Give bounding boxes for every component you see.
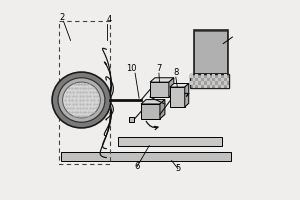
Text: 4: 4	[107, 15, 112, 24]
Bar	[201, 81, 204, 85]
Text: 6: 6	[134, 162, 140, 171]
Bar	[118, 137, 221, 146]
Text: 7: 7	[156, 64, 162, 73]
Polygon shape	[169, 78, 174, 97]
Bar	[150, 82, 169, 97]
Bar	[193, 78, 195, 81]
Bar	[195, 81, 198, 85]
Bar	[58, 21, 110, 164]
Text: 5: 5	[175, 164, 180, 173]
Bar	[218, 74, 221, 78]
Bar	[224, 74, 226, 78]
Bar	[129, 117, 134, 122]
Bar	[210, 78, 212, 81]
Bar	[198, 78, 201, 81]
Bar	[207, 81, 210, 85]
Bar	[204, 78, 207, 81]
Bar	[224, 81, 226, 85]
Bar	[61, 152, 231, 161]
Polygon shape	[185, 84, 189, 107]
Bar	[210, 85, 212, 88]
Polygon shape	[170, 84, 189, 87]
Bar	[218, 81, 221, 85]
Bar	[215, 85, 218, 88]
Bar	[207, 74, 210, 78]
Bar	[226, 85, 230, 88]
Bar	[221, 85, 224, 88]
Bar	[190, 74, 193, 78]
Ellipse shape	[63, 82, 100, 118]
Bar	[195, 32, 227, 73]
Bar	[212, 81, 215, 85]
Text: 10: 10	[126, 64, 136, 73]
Bar	[190, 81, 193, 85]
Polygon shape	[150, 78, 174, 82]
Bar	[194, 30, 229, 74]
Polygon shape	[141, 100, 165, 104]
Polygon shape	[160, 100, 165, 119]
Bar	[201, 74, 204, 78]
Bar	[195, 74, 198, 78]
Bar	[193, 85, 195, 88]
Bar	[141, 104, 160, 119]
Bar	[198, 85, 201, 88]
Bar	[212, 74, 215, 78]
Bar	[170, 87, 185, 107]
Bar	[204, 85, 207, 88]
Text: 2: 2	[59, 13, 64, 22]
Bar	[215, 78, 218, 81]
Bar	[221, 78, 224, 81]
Ellipse shape	[52, 72, 111, 128]
Text: 8: 8	[173, 68, 178, 77]
Bar	[226, 78, 230, 81]
Bar	[190, 74, 230, 88]
Ellipse shape	[58, 78, 105, 122]
